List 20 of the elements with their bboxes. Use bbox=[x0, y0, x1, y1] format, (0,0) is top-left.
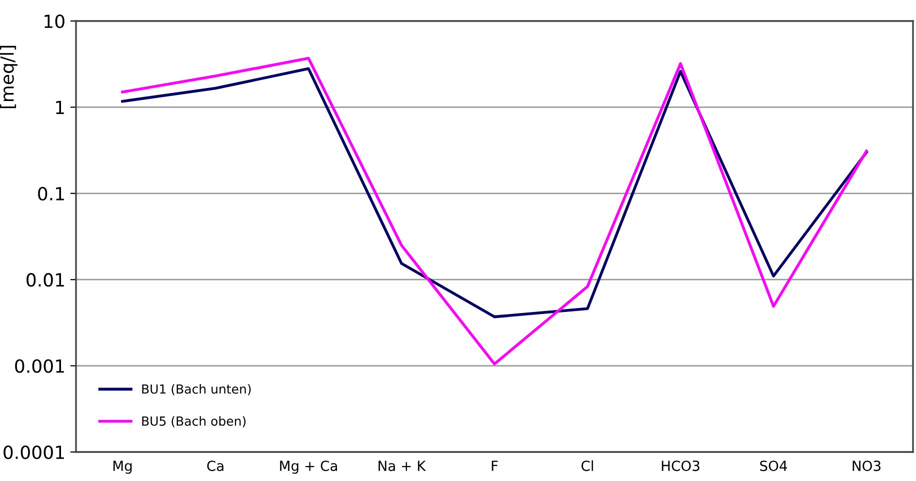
line-series bbox=[121, 56, 868, 366]
x-tick-label: NO3 bbox=[852, 460, 880, 472]
y-axis-title: [meq/l] bbox=[0, 46, 18, 108]
x-tick-label: Mg + Ca bbox=[280, 460, 337, 474]
y-tick-label: 0.001 bbox=[15, 359, 64, 373]
x-tick-label: Cl bbox=[582, 460, 593, 472]
x-tick-label: F bbox=[492, 460, 498, 471]
y-tick-label: 1 bbox=[56, 100, 64, 114]
y-tick-label: 0.1 bbox=[38, 186, 64, 201]
x-tick-label: HCO3 bbox=[662, 460, 700, 472]
y-tick-label: 0.01 bbox=[26, 273, 64, 287]
legend-label: BU5 (Bach oben) bbox=[142, 416, 246, 428]
line-series bbox=[121, 67, 868, 318]
legend-label: BU1 (Bach unten) bbox=[142, 384, 251, 396]
x-tick-label: Ca bbox=[207, 460, 224, 472]
x-tick-label: Mg bbox=[113, 460, 132, 474]
x-tick-label: SO4 bbox=[760, 460, 788, 472]
y-tick-label: 0.0001 bbox=[4, 445, 64, 460]
x-tick-label: Na + K bbox=[378, 460, 426, 472]
y-tick-label: 10 bbox=[44, 14, 64, 28]
